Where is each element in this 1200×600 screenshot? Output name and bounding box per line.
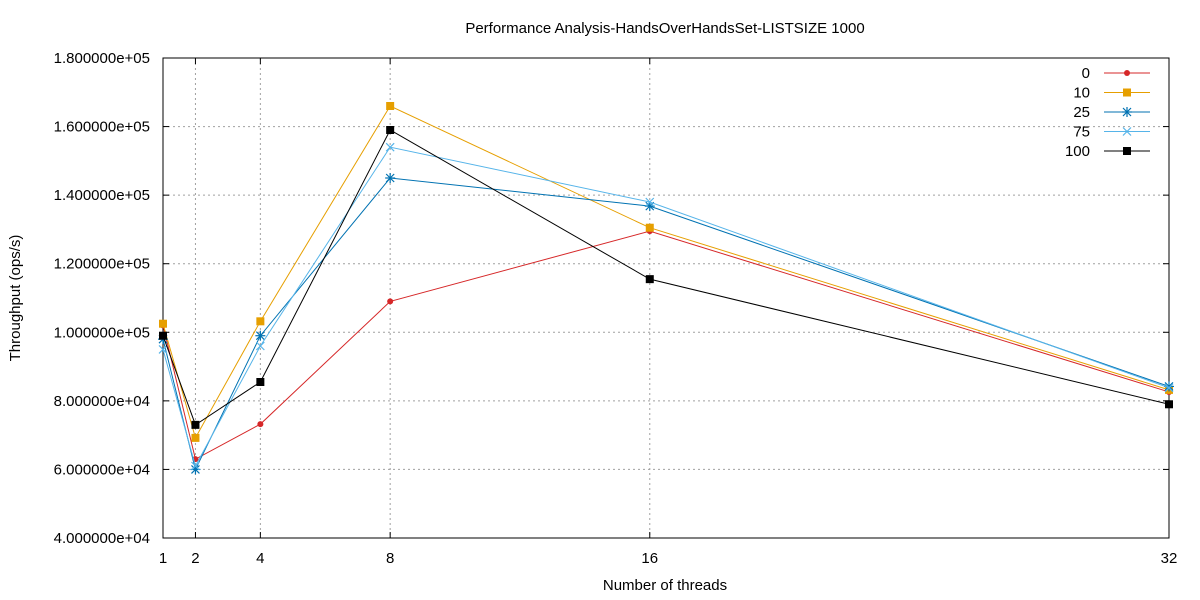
- data-point: [385, 142, 395, 152]
- x-tick-label: 4: [256, 550, 264, 567]
- chart-title: Performance Analysis-HandsOverHandsSet-L…: [465, 20, 864, 37]
- series-group: [158, 102, 1174, 475]
- legend-entry: 100: [1065, 143, 1150, 160]
- data-point: [385, 173, 396, 183]
- x-axis-ticks: 1 2 4 8 16 32: [159, 58, 1178, 567]
- y-tick-label: 4.000000e+04: [54, 530, 150, 547]
- data-point: [645, 275, 654, 284]
- series-line: [162, 105, 1170, 440]
- legend-entry: 25: [1073, 104, 1150, 121]
- series-75: [158, 142, 1174, 471]
- legend-marker: [1123, 88, 1131, 97]
- data-point: [1165, 400, 1173, 409]
- legend-marker: [1123, 147, 1131, 155]
- y-tick-label: 8.000000e+04: [54, 393, 150, 410]
- legend-marker: [1124, 70, 1130, 76]
- legend-label: 75: [1073, 124, 1090, 141]
- series-line: [162, 146, 1170, 468]
- data-point: [159, 319, 167, 328]
- legend-label: 10: [1073, 85, 1090, 102]
- series-line: [162, 230, 1170, 460]
- x-tick-label: 1: [159, 550, 167, 567]
- legend: 0 10 25 75 100: [1065, 65, 1150, 160]
- legend-label: 0: [1082, 65, 1090, 82]
- x-tick-label: 8: [386, 550, 394, 567]
- data-point: [386, 102, 395, 110]
- legend-label: 25: [1073, 104, 1090, 121]
- y-tick-label: 1.200000e+05: [54, 256, 150, 273]
- y-tick-label: 6.000000e+04: [54, 461, 150, 478]
- x-tick-label: 32: [1161, 550, 1178, 567]
- x-tick-label: 2: [191, 550, 199, 567]
- data-point: [1164, 383, 1174, 393]
- data-point: [257, 421, 264, 428]
- y-tick-label: 1.600000e+05: [54, 119, 150, 136]
- data-point: [158, 345, 168, 354]
- data-point: [159, 331, 167, 340]
- data-point: [645, 223, 654, 232]
- data-point: [255, 341, 265, 351]
- grid-lines: [163, 58, 1169, 538]
- y-tick-label: 1.400000e+05: [54, 187, 150, 204]
- series-25: [158, 173, 1174, 475]
- data-point: [386, 126, 395, 134]
- data-point: [645, 197, 655, 207]
- data-point: [256, 378, 265, 386]
- legend-entry: 0: [1082, 65, 1150, 82]
- series-10: [159, 102, 1173, 442]
- legend-entry: 75: [1073, 124, 1150, 141]
- y-axis-label: Throughput (ops/s): [7, 235, 24, 362]
- data-point: [191, 433, 200, 442]
- series-100: [159, 126, 1173, 429]
- legend-label: 100: [1065, 143, 1090, 160]
- legend-entry: 10: [1073, 85, 1150, 102]
- series-0: [160, 228, 1172, 463]
- x-tick-label: 16: [641, 550, 658, 567]
- data-point: [191, 461, 200, 471]
- x-axis-label: Number of threads: [603, 577, 727, 594]
- legend-marker: [1122, 127, 1132, 136]
- plot-frame: [162, 57, 1170, 539]
- data-point: [191, 420, 200, 429]
- y-tick-label: 1.000000e+05: [54, 324, 150, 341]
- data-point: [256, 317, 265, 326]
- series-line: [162, 129, 1170, 426]
- y-tick-label: 1.800000e+05: [54, 50, 150, 67]
- data-point: [255, 330, 266, 341]
- legend-marker: [1122, 107, 1132, 117]
- series-line: [162, 177, 1170, 471]
- y-axis-ticks: 4.000000e+04 6.000000e+04 8.000000e+04 1.00…: [54, 50, 1169, 547]
- data-point: [387, 298, 394, 305]
